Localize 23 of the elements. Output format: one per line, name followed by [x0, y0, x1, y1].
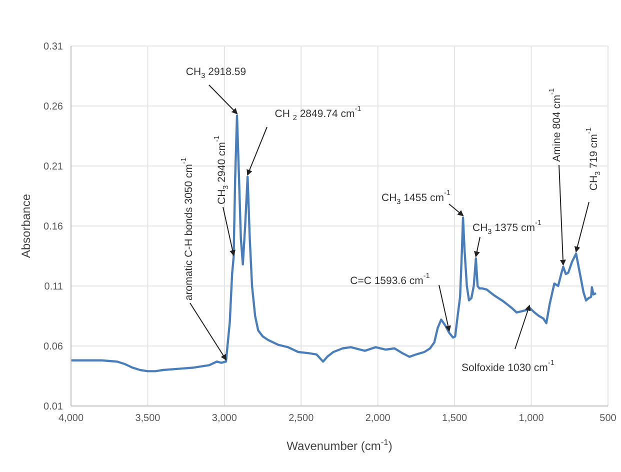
x-tick-label: 2,000 — [365, 413, 391, 424]
y-tick-label: 0.01 — [44, 402, 64, 413]
x-tick-label: 1,000 — [518, 413, 544, 424]
annotation: CH$_{3}$ 2918.59 — [186, 66, 246, 80]
x-tick-label: 500 — [600, 413, 617, 424]
annotation: Solfoxide 1030 cm$^{-1}$ — [462, 358, 554, 374]
x-axis-title: Wavenumber (cm$^{-1}$) — [286, 437, 392, 453]
annotation: CH$_{3}$ 1455 cm$^{-1}$ — [382, 188, 450, 206]
y-axis-title: Absorbance — [19, 194, 33, 258]
x-tick-label: 1,500 — [442, 413, 468, 424]
y-tick-label: 0.06 — [44, 342, 64, 353]
annotation: C=C 1593.6 cm$^{-1}$ — [350, 271, 430, 287]
y-tick-label: 0.16 — [44, 222, 64, 233]
x-tick-label: 3,000 — [212, 413, 238, 424]
y-tick-label: 0.31 — [44, 42, 64, 53]
x-tick-label: 4,000 — [58, 413, 84, 424]
y-tick-label: 0.11 — [44, 282, 64, 293]
annotation: CH $_{2}$ 2849.74 cm$^{-1}$ — [274, 104, 362, 122]
y-tick-label: 0.26 — [44, 102, 64, 113]
x-tick-label: 2,500 — [288, 413, 314, 424]
x-tick-label: 3,500 — [135, 413, 161, 424]
y-tick-label: 0.21 — [44, 162, 64, 173]
annotation: CH$_{3}$ 1375 cm$^{-1}$ — [472, 218, 542, 236]
